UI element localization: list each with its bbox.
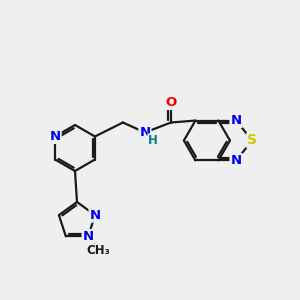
- Text: O: O: [165, 96, 176, 109]
- Text: N: N: [82, 230, 94, 243]
- Text: H: H: [148, 134, 158, 147]
- Text: S: S: [247, 134, 257, 148]
- Text: N: N: [89, 208, 100, 222]
- Text: N: N: [50, 130, 61, 143]
- Text: CH₃: CH₃: [87, 244, 111, 257]
- Text: N: N: [230, 114, 242, 127]
- Text: N: N: [230, 154, 242, 167]
- Text: N: N: [140, 126, 151, 139]
